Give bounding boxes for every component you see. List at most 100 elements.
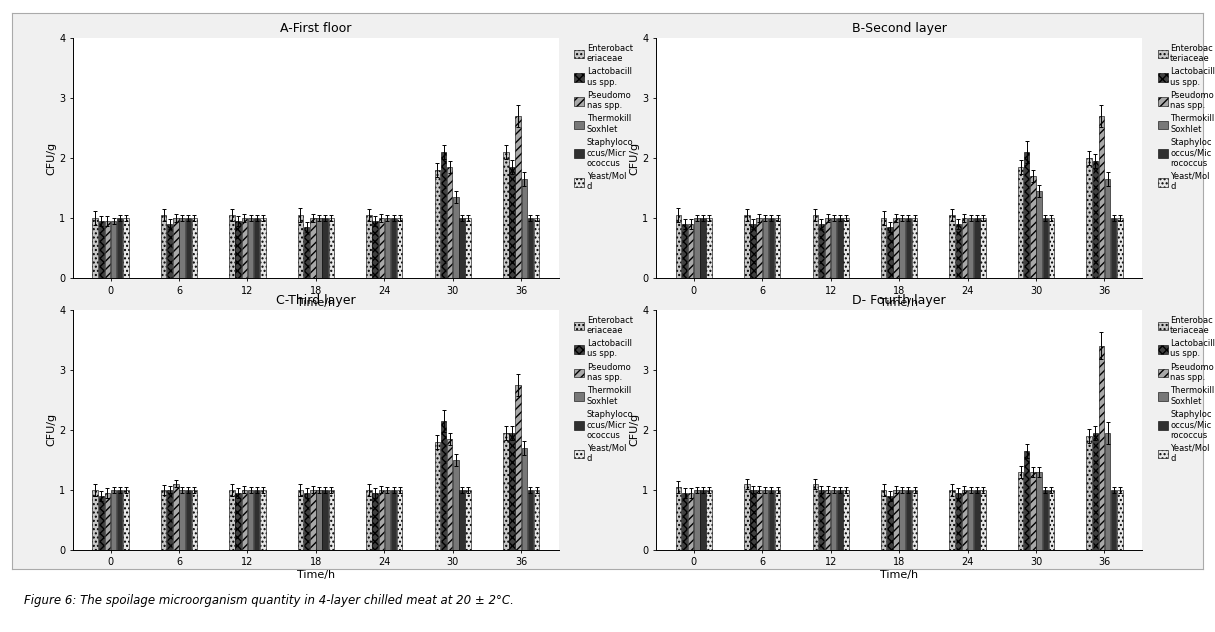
Bar — [521, 179, 527, 278]
Y-axis label: CFU/g: CFU/g — [46, 413, 56, 446]
Bar — [831, 490, 836, 550]
Bar — [905, 490, 911, 550]
X-axis label: Time/h: Time/h — [880, 298, 919, 308]
Bar — [1018, 167, 1023, 278]
Legend: Enterobac
teriaceae, Lactobacill
us spp., Pseudomo
nas spp., Thermokill
Soxhlet,: Enterobac teriaceae, Lactobacill us spp.… — [1155, 314, 1215, 465]
Bar — [700, 490, 706, 550]
Bar — [819, 224, 824, 278]
Bar — [236, 221, 241, 278]
Bar — [186, 218, 191, 278]
Bar — [111, 490, 117, 550]
Bar — [328, 490, 334, 550]
Bar — [1036, 191, 1041, 278]
Bar — [837, 218, 842, 278]
X-axis label: Time/h: Time/h — [880, 570, 919, 580]
Bar — [694, 490, 700, 550]
Bar — [509, 433, 515, 550]
Bar — [322, 490, 328, 550]
Title: C-Third layer: C-Third layer — [276, 294, 356, 307]
Bar — [1092, 433, 1098, 550]
Bar — [700, 218, 706, 278]
Bar — [949, 215, 955, 278]
Bar — [682, 224, 688, 278]
Bar — [366, 490, 372, 550]
Bar — [509, 167, 515, 278]
Bar — [117, 490, 123, 550]
Bar — [905, 218, 911, 278]
Bar — [1111, 218, 1117, 278]
Bar — [769, 218, 774, 278]
Bar — [813, 215, 818, 278]
Bar — [533, 490, 539, 550]
Bar — [248, 218, 253, 278]
Title: D- Fourth layer: D- Fourth layer — [852, 294, 946, 307]
Bar — [1042, 218, 1049, 278]
Title: B-Second layer: B-Second layer — [852, 22, 946, 35]
Bar — [230, 215, 234, 278]
Bar — [757, 218, 762, 278]
Bar — [248, 490, 253, 550]
Bar — [160, 215, 166, 278]
Bar — [447, 167, 452, 278]
Bar — [956, 493, 961, 550]
Bar — [1036, 471, 1041, 550]
Bar — [819, 490, 824, 550]
Bar — [373, 493, 378, 550]
Y-axis label: CFU/g: CFU/g — [629, 142, 639, 174]
Bar — [98, 495, 104, 550]
Bar — [775, 218, 780, 278]
Bar — [1024, 451, 1029, 550]
Bar — [1049, 490, 1055, 550]
Bar — [92, 490, 98, 550]
Bar — [1098, 116, 1104, 278]
Bar — [1104, 433, 1111, 550]
Bar — [441, 152, 446, 278]
Bar — [174, 484, 179, 550]
Bar — [527, 490, 533, 550]
Bar — [111, 221, 117, 278]
Bar — [911, 218, 917, 278]
Bar — [192, 218, 197, 278]
Bar — [515, 385, 521, 550]
Bar — [260, 218, 266, 278]
Bar — [744, 484, 750, 550]
Bar — [465, 490, 471, 550]
Bar — [1049, 218, 1055, 278]
Bar — [385, 490, 390, 550]
Bar — [706, 218, 712, 278]
Bar — [843, 218, 849, 278]
Bar — [911, 490, 917, 550]
Bar — [899, 490, 905, 550]
Bar — [881, 218, 887, 278]
Bar — [459, 490, 465, 550]
Bar — [260, 490, 266, 550]
Bar — [676, 487, 682, 550]
Bar — [1042, 490, 1049, 550]
Bar — [706, 490, 712, 550]
Title: A-First floor: A-First floor — [281, 22, 351, 35]
Bar — [694, 218, 700, 278]
X-axis label: Time/h: Time/h — [296, 298, 335, 308]
Bar — [688, 493, 694, 550]
Bar — [1092, 161, 1098, 278]
Bar — [242, 490, 247, 550]
Bar — [441, 421, 446, 550]
Bar — [981, 490, 985, 550]
Bar — [379, 490, 384, 550]
Y-axis label: CFU/g: CFU/g — [629, 413, 639, 446]
Bar — [180, 218, 185, 278]
Legend: Enterobac
teriaceae, Lactobacill
us spp., Pseudomo
nas spp., Thermokill
Soxhlet,: Enterobac teriaceae, Lactobacill us spp.… — [1155, 42, 1215, 193]
Bar — [688, 224, 694, 278]
Bar — [379, 218, 384, 278]
Bar — [843, 490, 849, 550]
Bar — [974, 218, 979, 278]
Bar — [1086, 158, 1092, 278]
Bar — [757, 490, 762, 550]
Bar — [503, 152, 509, 278]
Bar — [763, 490, 768, 550]
Bar — [397, 490, 402, 550]
Bar — [435, 442, 440, 550]
Bar — [503, 433, 509, 550]
Bar — [230, 490, 234, 550]
Bar — [981, 218, 985, 278]
